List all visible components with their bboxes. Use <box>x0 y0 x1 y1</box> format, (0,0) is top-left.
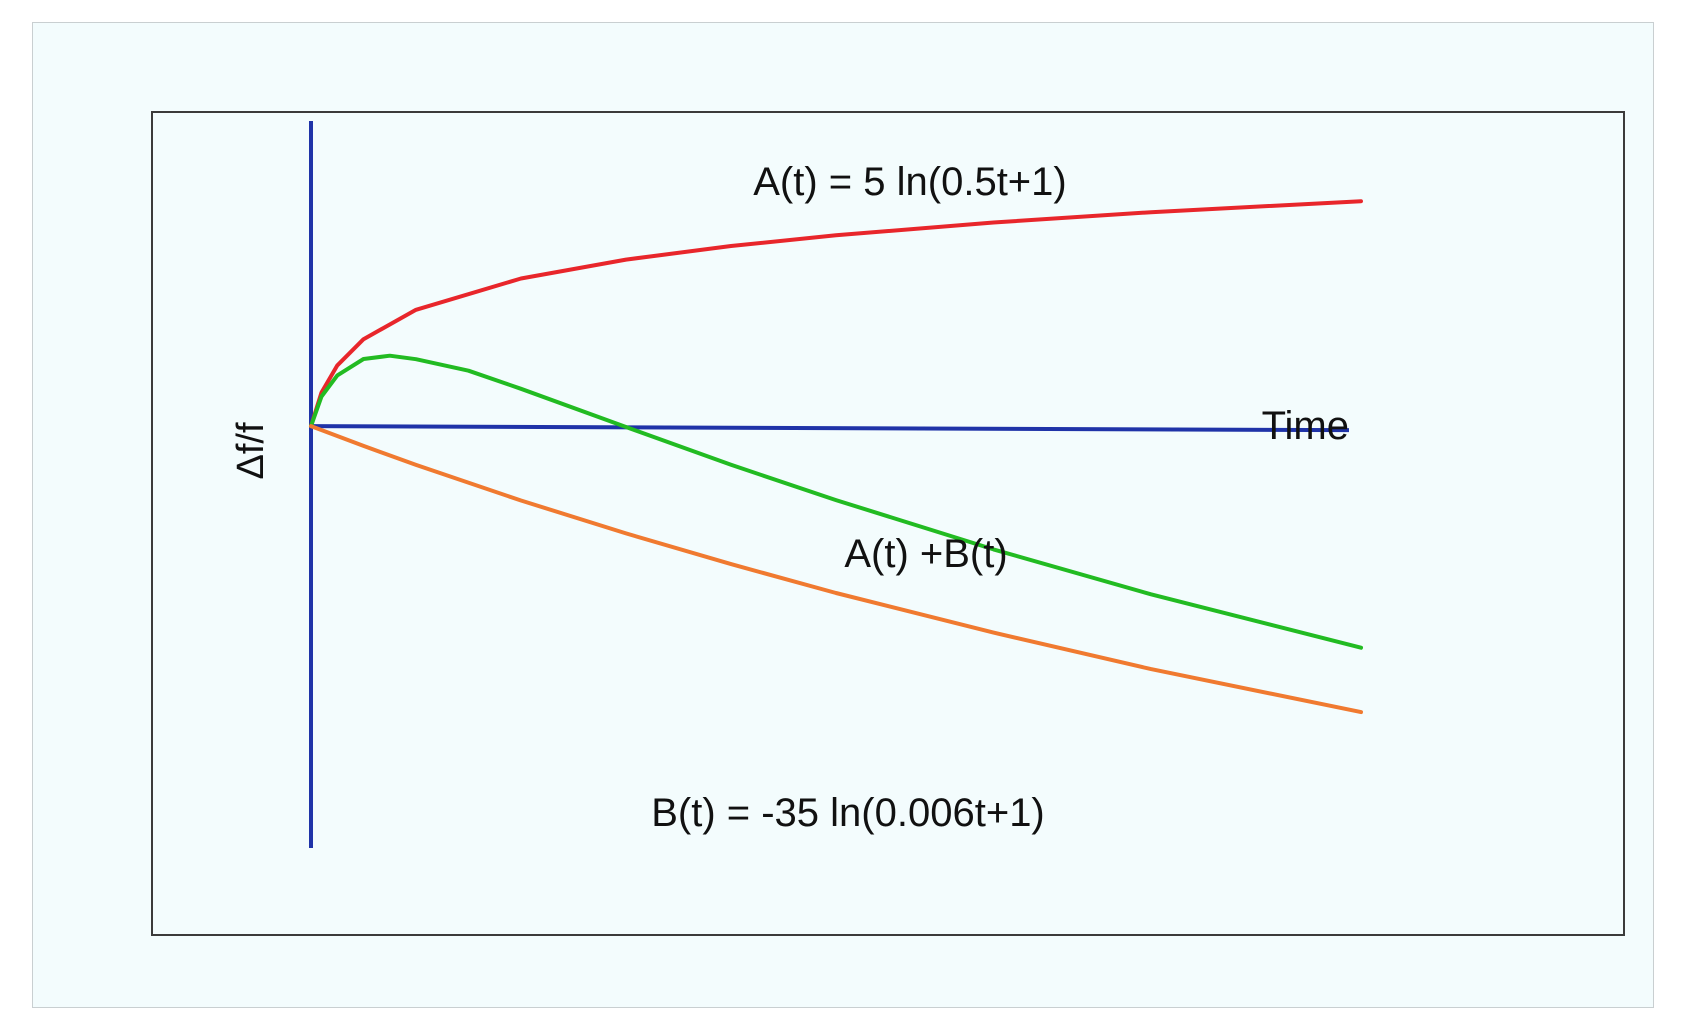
figure-card: Δf/f Time A(t) = 5 ln(0.5t+1) A(t) +B(t)… <box>32 22 1654 1008</box>
series-line-b <box>309 424 1363 715</box>
chart-plot: Δf/f Time A(t) = 5 ln(0.5t+1) A(t) +B(t)… <box>230 121 1363 848</box>
labels-group: Δf/f Time A(t) = 5 ln(0.5t+1) A(t) +B(t)… <box>230 160 1349 835</box>
series-line-a <box>309 199 1363 429</box>
x-axis-label: Time <box>1262 404 1349 448</box>
y-axis-label: Δf/f <box>230 422 272 479</box>
x-axis-line <box>310 424 1350 433</box>
series-label-sum: A(t) +B(t) <box>844 532 1007 576</box>
series-line-sum <box>309 353 1363 650</box>
series-label-b: B(t) = -35 ln(0.006t+1) <box>651 791 1045 835</box>
series-label-a: A(t) = 5 ln(0.5t+1) <box>753 160 1066 204</box>
series-group <box>309 199 1363 715</box>
chart-frame: Δf/f Time A(t) = 5 ln(0.5t+1) A(t) +B(t)… <box>151 111 1625 936</box>
axes-group <box>309 121 1350 848</box>
